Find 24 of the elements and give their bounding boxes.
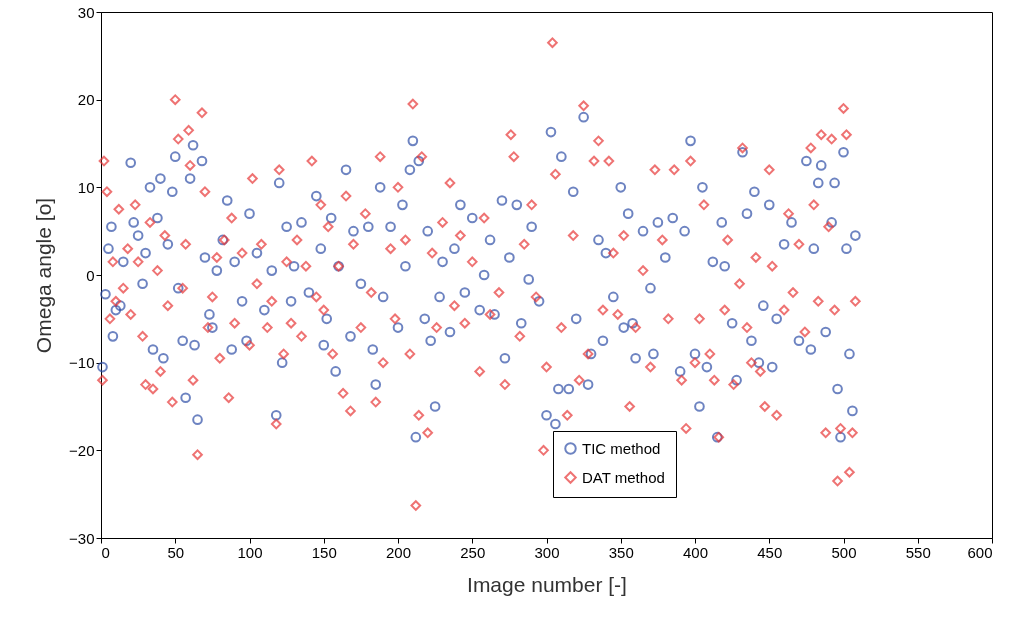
x-tick-label: 50 bbox=[167, 543, 185, 561]
legend-label: TIC method bbox=[582, 439, 661, 457]
x-tick-label: 350 bbox=[608, 543, 634, 561]
y-axis-title: Omega angle [o] bbox=[32, 197, 56, 354]
x-tick-label: 600 bbox=[967, 543, 993, 561]
y-tick-label: 20 bbox=[77, 91, 95, 109]
x-tick-label: 200 bbox=[385, 543, 412, 561]
y-tick-label: −20 bbox=[69, 441, 95, 459]
y-tick-label: 10 bbox=[77, 178, 95, 196]
y-tick-label: 0 bbox=[86, 266, 95, 284]
x-tick-label: 450 bbox=[757, 543, 783, 561]
x-tick-label: 500 bbox=[831, 543, 857, 561]
x-tick-label: 100 bbox=[237, 543, 263, 561]
x-tick-label: 550 bbox=[905, 543, 931, 561]
y-tick-label: 30 bbox=[77, 3, 95, 21]
x-tick-label: 400 bbox=[682, 543, 709, 561]
x-tick-label: 0 bbox=[101, 543, 110, 561]
legend-label: DAT method bbox=[582, 468, 665, 486]
y-tick-label: −30 bbox=[69, 529, 95, 547]
x-tick-label: 150 bbox=[311, 543, 337, 561]
x-tick-label: 250 bbox=[460, 543, 486, 561]
x-tick-label: 300 bbox=[534, 543, 560, 561]
y-tick-label: −10 bbox=[69, 354, 95, 372]
x-axis-title: Image number [-] bbox=[467, 572, 627, 596]
